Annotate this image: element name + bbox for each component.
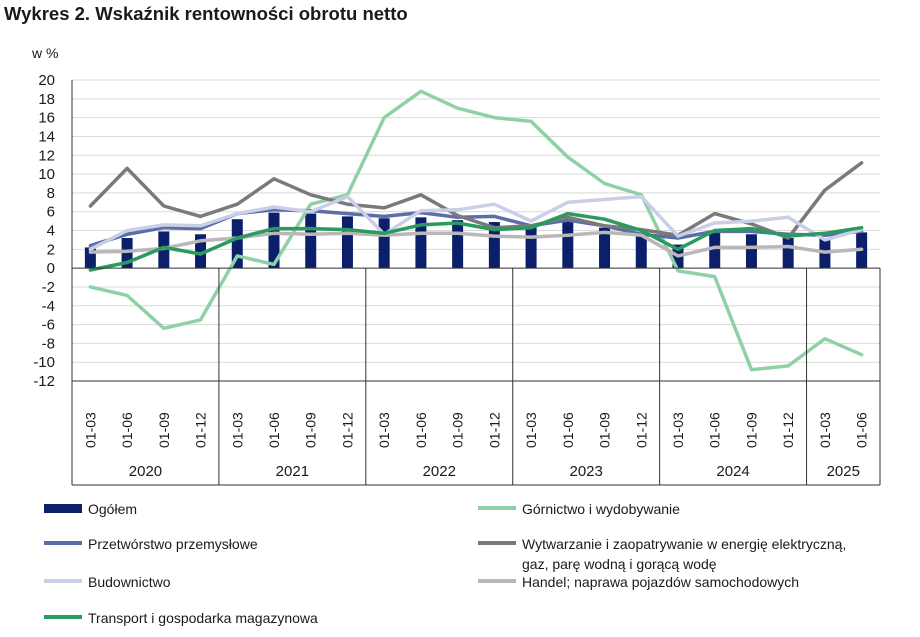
bar — [635, 232, 647, 269]
y-tick-label: 20 — [38, 72, 55, 89]
series-line — [88, 194, 864, 252]
x-tick-label: 01-12 — [633, 412, 649, 448]
legend-swatch — [44, 615, 82, 619]
legend-label: Wytwarzanie i zaopatrywanie w energię el… — [522, 536, 847, 572]
x-tick-label: 01-06 — [560, 412, 576, 448]
series-line — [88, 230, 864, 258]
legend-item: Przetwórstwo przemysłowe — [44, 534, 258, 554]
chart-title: Wykres 2. Wskaźnik rentowności obrotu ne… — [4, 3, 408, 24]
legend-item: Ogółem — [44, 499, 137, 519]
legend-item: Górnictwo i wydobywanie — [478, 499, 680, 519]
y-unit-label: w % — [31, 45, 58, 61]
y-tick-label: -12 — [33, 373, 55, 390]
y-tick-label: 2 — [47, 241, 55, 258]
year-label: 2020 — [129, 463, 162, 480]
bar — [709, 232, 721, 269]
y-tick-label: 18 — [38, 91, 55, 108]
y-tick-label: 4 — [47, 223, 55, 240]
x-tick-label: 01-09 — [156, 412, 172, 448]
x-tick-label: 01-03 — [376, 412, 392, 448]
year-label: 2022 — [423, 463, 456, 480]
y-tick-label: -6 — [42, 317, 55, 334]
x-tick-label: 01-06 — [707, 412, 723, 448]
legend-label: Budownictwo — [88, 574, 171, 590]
bar — [599, 227, 611, 269]
y-tick-label: -10 — [33, 354, 55, 371]
bar-series — [84, 212, 868, 269]
x-tick-labels: 01-03 01-06 01-09 01-12 01-03 01-06 01-09 01-12… — [82, 412, 869, 480]
x-tick-label: 01-12 — [193, 412, 209, 448]
x-tick-label: 01-12 — [339, 412, 355, 448]
y-tick-label: 0 — [47, 260, 55, 277]
series-line — [88, 161, 864, 240]
legend-item: Budownictwo — [44, 572, 171, 592]
x-tick-label: 01-03 — [523, 412, 539, 448]
y-tick-label: 16 — [38, 110, 55, 127]
y-tick-label: -8 — [42, 335, 55, 352]
legend-label: Handel; naprawa pojazdów samochodowych — [522, 574, 800, 590]
legend-item: Transport i gospodarka magazynowa — [44, 608, 318, 628]
legend-swatch — [478, 506, 516, 510]
bar — [378, 218, 390, 269]
bar — [452, 220, 464, 269]
x-tick-label: 01-03 — [82, 412, 98, 448]
y-tick-label: 14 — [38, 128, 55, 145]
legend-swatch — [478, 541, 516, 545]
x-tick-label: 01-09 — [450, 412, 466, 448]
x-tick-label: 01-06 — [266, 412, 282, 448]
axes — [71, 80, 881, 486]
legend-swatch — [44, 541, 82, 545]
x-tick-label: 01-09 — [597, 412, 613, 448]
legend-label: Ogółem — [88, 501, 138, 517]
bar — [231, 219, 243, 269]
year-label: 2023 — [569, 463, 602, 480]
bar — [84, 247, 96, 269]
x-tick-label: 01-03 — [229, 412, 245, 448]
bar — [782, 238, 794, 269]
x-tick-label: 01-03 — [817, 412, 833, 448]
x-tick-label: 01-09 — [303, 412, 319, 448]
bar — [121, 238, 133, 269]
y-tick-label: -4 — [42, 298, 55, 315]
bar — [341, 216, 353, 269]
x-tick-label: 01-06 — [119, 412, 135, 448]
bar — [745, 234, 757, 269]
y-tick-label: 10 — [38, 166, 55, 183]
y-tick-label: -2 — [42, 279, 55, 296]
series-line — [88, 211, 864, 272]
bar — [415, 217, 427, 269]
year-label: 2024 — [716, 463, 749, 480]
legend-label: Górnictwo i wydobywanie — [522, 501, 680, 517]
y-tick-label: 12 — [38, 147, 55, 164]
bar — [195, 234, 207, 269]
x-tick-label: 01-12 — [486, 412, 502, 448]
x-tick-label: 01-06 — [413, 412, 429, 448]
bar — [562, 222, 574, 269]
bar — [525, 226, 537, 269]
year-label: 2025 — [827, 463, 860, 480]
y-tick-label: 8 — [47, 185, 55, 202]
legend-label: Przetwórstwo przemysłowe — [88, 536, 258, 552]
legend-swatch — [44, 579, 82, 583]
legend-label: Transport i gospodarka magazynowa — [88, 610, 318, 626]
x-tick-label: 01-12 — [780, 412, 796, 448]
legend-swatch — [44, 504, 82, 513]
legend-item: Wytwarzanie i zaopatrywanie w energię el… — [478, 534, 846, 574]
y-tick-label: 6 — [47, 204, 55, 221]
year-label: 2021 — [276, 463, 309, 480]
legend-item: Handel; naprawa pojazdów samochodowych — [478, 572, 799, 592]
x-tick-label: 01-06 — [854, 412, 870, 448]
legend-swatch — [478, 579, 516, 583]
x-tick-label: 01-09 — [743, 412, 759, 448]
bar — [488, 222, 500, 269]
bar — [305, 213, 317, 269]
x-tick-label: 01-03 — [670, 412, 686, 448]
bar — [268, 212, 280, 269]
